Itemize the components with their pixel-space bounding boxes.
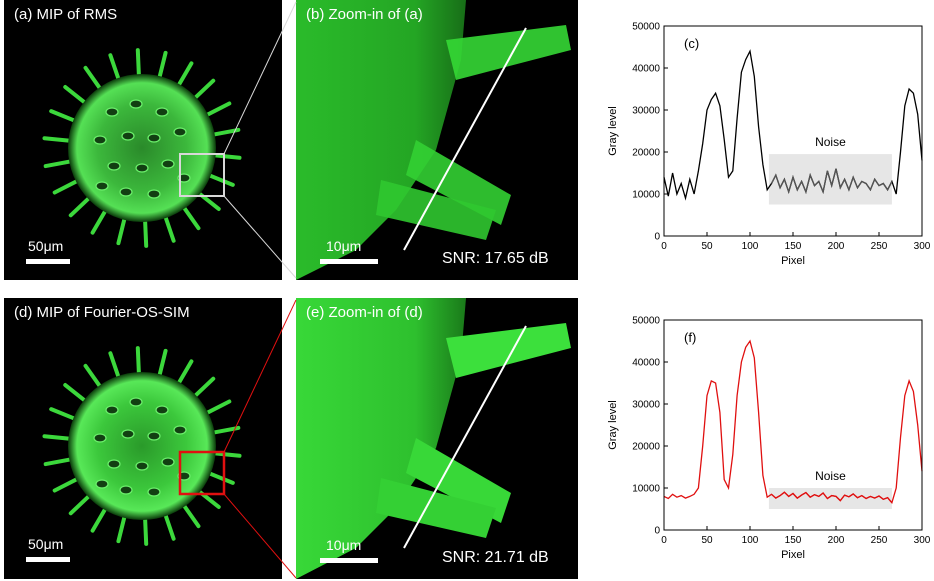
pore: [107, 459, 121, 469]
panel-label-b: (b) Zoom-in of (a): [306, 6, 423, 23]
y-tick-label: 0: [654, 526, 660, 537]
chart-panel-label: (f): [684, 330, 696, 345]
x-tick-label: 50: [701, 535, 713, 546]
y-tick-label: 50000: [632, 22, 660, 33]
y-tick-label: 20000: [632, 148, 660, 159]
image-panel-b: (b) Zoom-in of (a) 10μm SNR: 17.65 dB: [296, 0, 578, 280]
noise-label: Noise: [815, 469, 846, 483]
pore: [105, 107, 119, 117]
profile-series: [663, 339, 923, 505]
y-tick-label: 40000: [632, 64, 660, 75]
pore: [155, 107, 169, 117]
y-tick-label: 40000: [632, 358, 660, 369]
pore: [161, 159, 175, 169]
x-tick-label: 300: [914, 241, 930, 252]
pore: [147, 189, 161, 199]
scale-text-e: 10μm: [326, 537, 362, 553]
roi-box-a: [179, 153, 225, 197]
x-tick-label: 100: [742, 535, 759, 546]
y-tick-label: 10000: [632, 190, 660, 201]
pore: [93, 135, 107, 145]
noise-series: [771, 491, 893, 504]
pore: [147, 431, 161, 441]
profile-chart-f: Noise 0 50 100 150 200 250 300 0 10000 20000 30000 4…: [600, 306, 931, 566]
scale-bar-a: [26, 259, 70, 264]
x-tick-label: 250: [871, 535, 888, 546]
x-tick-label: 50: [701, 241, 713, 252]
zoom-image-e: [296, 298, 571, 579]
y-axis-label: Gray level: [607, 106, 619, 156]
pollen-body: [68, 372, 216, 520]
pollen-surface-pores: [93, 397, 191, 497]
y-tick-label: 10000: [632, 484, 660, 495]
pollen-image-a: [42, 48, 242, 248]
chart-svg-c: Noise 0 50 100 150 200 250 300 0 10000 20000 30000 4…: [607, 22, 931, 268]
pore: [95, 181, 109, 191]
y-tick-label: 30000: [632, 400, 660, 411]
pore: [173, 425, 187, 435]
noise-series: [770, 168, 893, 195]
scale-bar-e: [320, 558, 378, 563]
image-panel-a: (a) MIP of RMS 50μm: [4, 0, 282, 280]
pore: [107, 161, 121, 171]
pore: [105, 405, 119, 415]
profile-line-b: [403, 27, 527, 251]
pollen-body: [68, 74, 216, 222]
scale-text-b: 10μm: [326, 238, 362, 254]
profile-chart-c: Noise 0 50 100 150 200 250 300 0 10000 20000 30000 4…: [600, 12, 931, 272]
pore: [129, 99, 143, 109]
scale-text-a: 50μm: [28, 238, 64, 254]
roi-box-d: [178, 450, 226, 496]
chart-panel-label: (c): [684, 36, 699, 51]
pore: [95, 479, 109, 489]
pore: [147, 133, 161, 143]
x-tick-label: 200: [828, 535, 845, 546]
pore: [173, 127, 187, 137]
panel-label-e: (e) Zoom-in of (d): [306, 304, 423, 321]
panel-label-d: (d) MIP of Fourier-OS-SIM: [14, 304, 190, 321]
scale-bar-d: [26, 557, 70, 562]
image-panel-e: (e) Zoom-in of (d) 10μm SNR: 21.71 dB: [296, 298, 578, 579]
panel-label-a: (a) MIP of RMS: [14, 6, 118, 23]
pore: [155, 405, 169, 415]
x-axis-label: Pixel: [781, 255, 805, 267]
pore: [119, 485, 133, 495]
snr-text-e: SNR: 21.71 dB: [442, 549, 549, 566]
image-panel-d: (d) MIP of Fourier-OS-SIM 50μm: [4, 298, 282, 579]
x-tick-label: 150: [785, 535, 802, 546]
pore: [119, 187, 133, 197]
pore: [121, 429, 135, 439]
x-tick-label: 250: [871, 241, 888, 252]
noise-label: Noise: [815, 135, 846, 149]
pore: [93, 433, 107, 443]
zoom-image-b: [296, 0, 571, 280]
x-tick-label: 200: [828, 241, 845, 252]
pore: [129, 397, 143, 407]
x-axis-label: Pixel: [781, 549, 805, 561]
chart-svg-f: Noise 0 50 100 150 200 250 300 0 10000 20000 30000 4…: [607, 316, 931, 562]
y-tick-label: 30000: [632, 106, 660, 117]
pore: [161, 457, 175, 467]
x-tick-label: 0: [661, 535, 667, 546]
pore: [135, 461, 149, 471]
scale-bar-b: [320, 259, 378, 264]
snr-text-b: SNR: 17.65 dB: [442, 250, 549, 267]
y-axis-label: Gray level: [607, 400, 619, 450]
scale-text-d: 50μm: [28, 536, 64, 552]
pore: [147, 487, 161, 497]
pore: [121, 131, 135, 141]
pollen-image-d: [42, 346, 242, 546]
x-tick-label: 0: [661, 241, 667, 252]
pore: [135, 163, 149, 173]
y-tick-label: 20000: [632, 442, 660, 453]
noise-region: [768, 488, 892, 509]
y-tick-label: 0: [654, 232, 660, 243]
y-tick-label: 50000: [632, 316, 660, 327]
x-tick-label: 300: [914, 535, 930, 546]
x-tick-label: 150: [785, 241, 802, 252]
profile-line-e: [403, 325, 527, 549]
x-tick-label: 100: [742, 241, 759, 252]
